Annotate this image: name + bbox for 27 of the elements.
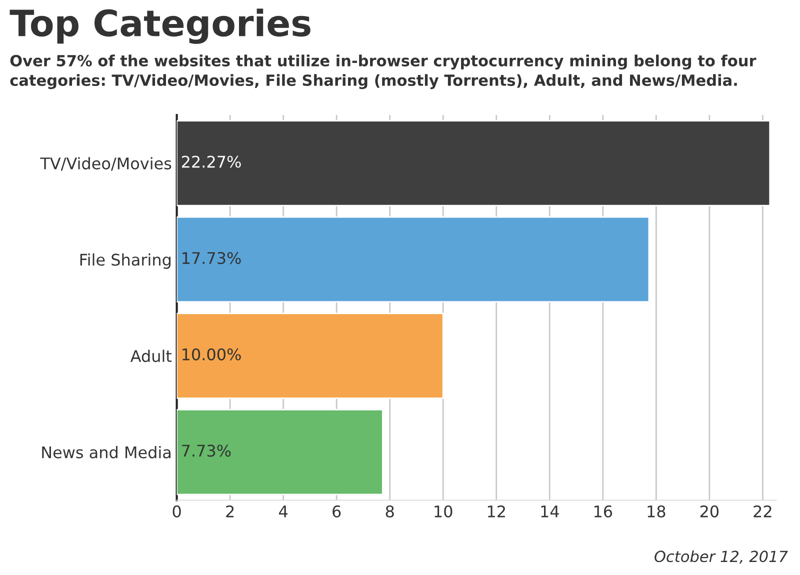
y-tick-label: Adult (130, 350, 172, 362)
text: October 12, 2017 (654, 550, 788, 564)
data-label: 22.27% (182, 156, 241, 168)
bar (176, 312, 444, 399)
bar (176, 216, 650, 303)
y-tick-label: TV/Video/Movies (40, 157, 172, 171)
x-tick-label: 22 (754, 505, 772, 518)
x-tick-label: 6 (332, 505, 341, 518)
y-tick-label: News and Media (42, 446, 170, 458)
x-tick-label: 14 (541, 506, 559, 518)
x-tick-label: 8 (386, 505, 394, 518)
x-tick-label: 10 (434, 505, 452, 518)
data-label: 10.00% (182, 348, 241, 360)
x-tick-label: 16 (594, 505, 612, 518)
data-label: 7.73% (182, 444, 231, 457)
y-tick-label: File Sharing (80, 253, 170, 269)
chart-subtitle: Over 57% of the websites that utilize in-browser cryptocurrency mining belong to four categories: TV/Video/Movies, File Sharing (mostly Torrents), Adult, and News/Media. (10, 54, 756, 90)
x-tick-label: 18 (648, 505, 666, 518)
x-tick-label: 4 (279, 506, 288, 518)
x-tick-label: 0 (172, 505, 181, 518)
bar (176, 409, 384, 496)
x-tick-label: 2 (226, 505, 234, 518)
x-tick-label: 12 (488, 505, 505, 518)
data-label: 17.73% (182, 252, 241, 264)
x-tick-label: 20 (700, 505, 719, 518)
bar (176, 120, 771, 206)
chart-title: Top Categories (10, 8, 310, 44)
